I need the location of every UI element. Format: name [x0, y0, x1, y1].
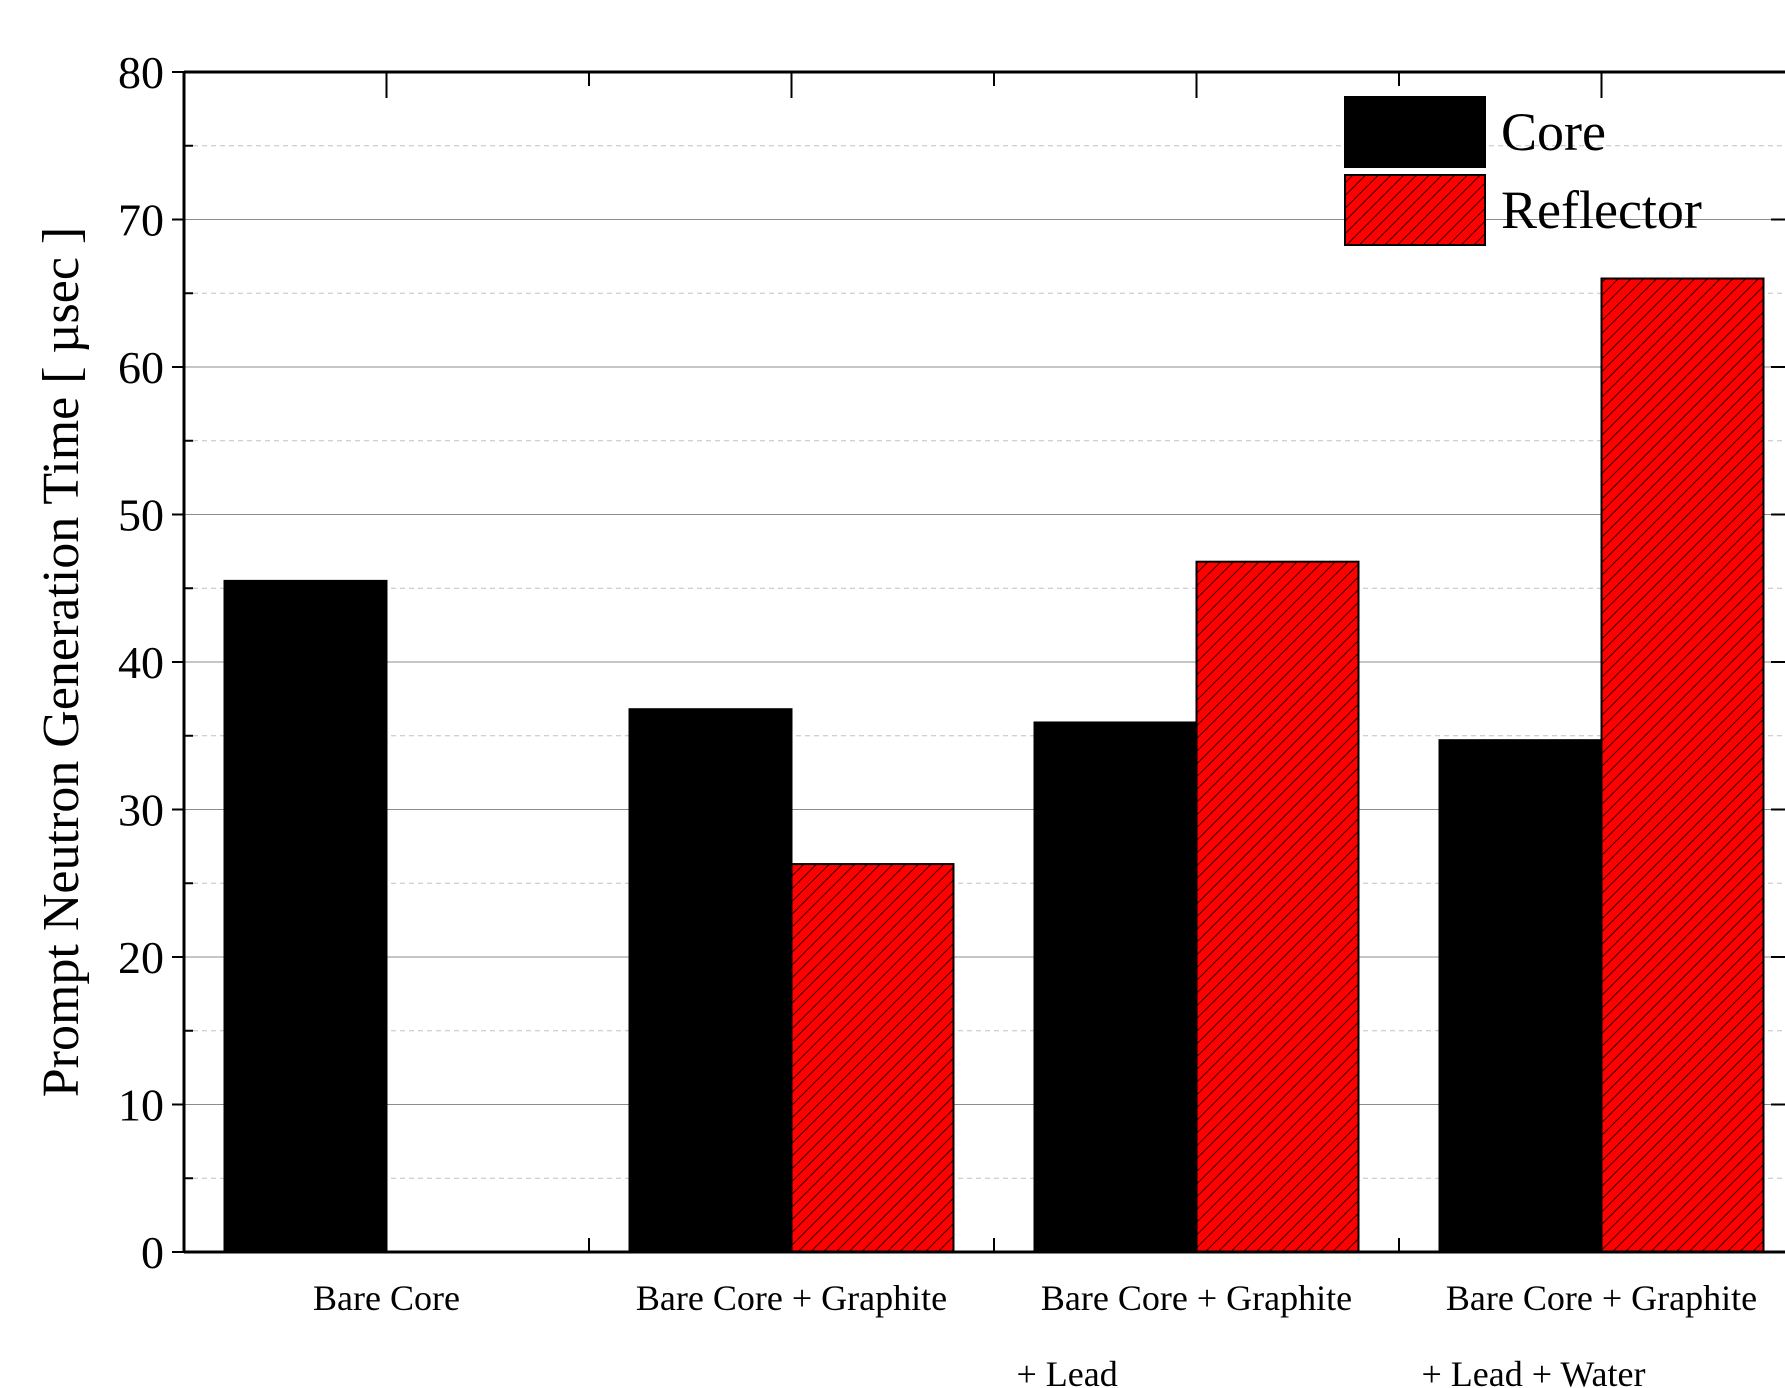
- y-tick-label: 50: [118, 490, 164, 541]
- x-tick-label: + Lead: [1017, 1354, 1118, 1388]
- legend-label-core: Core: [1501, 102, 1606, 162]
- y-tick-label: 10: [118, 1080, 164, 1131]
- x-tick-label: Bare Core + Graphite: [1041, 1278, 1352, 1318]
- bar-core-2: [1033, 721, 1198, 1253]
- bars: [223, 277, 1765, 1253]
- x-tick-label: Bare Core: [313, 1278, 460, 1318]
- y-tick-label: 70: [118, 195, 164, 246]
- axes: [172, 70, 1785, 1254]
- y-tick-label: 20: [118, 932, 164, 983]
- y-tick-label: 0: [141, 1227, 164, 1278]
- bar-reflector-3: [1600, 277, 1765, 1253]
- y-tick-label: 30: [118, 785, 164, 836]
- x-tick-label: + Lead + Water: [1422, 1354, 1646, 1388]
- bar-reflector-2: [1195, 560, 1360, 1253]
- bar-core-3: [1438, 739, 1603, 1253]
- x-tick-label: Bare Core + Graphite: [636, 1278, 947, 1318]
- bar-core-1: [628, 708, 793, 1253]
- legend-label-reflector: Reflector: [1501, 180, 1702, 240]
- legend-swatch-core: [1344, 96, 1486, 168]
- bar-reflector-1: [790, 863, 955, 1253]
- legend-swatch-reflector: [1344, 174, 1486, 246]
- legend: Core Reflector: [1344, 96, 1702, 246]
- x-tick-label: Bare Core + Graphite: [1446, 1278, 1757, 1318]
- y-tick-label: 40: [118, 637, 164, 688]
- axis-labels: 0 10 20 30 40 50 60 70 80 Bare Core Bare Core + Gr…: [33, 47, 1757, 1388]
- y-axis-title: Prompt Neutron Generation Time [ µsec ]: [33, 227, 90, 1098]
- y-tick-label: 60: [118, 342, 164, 393]
- bar-core-0: [223, 579, 388, 1253]
- y-tick-label: 80: [118, 47, 164, 98]
